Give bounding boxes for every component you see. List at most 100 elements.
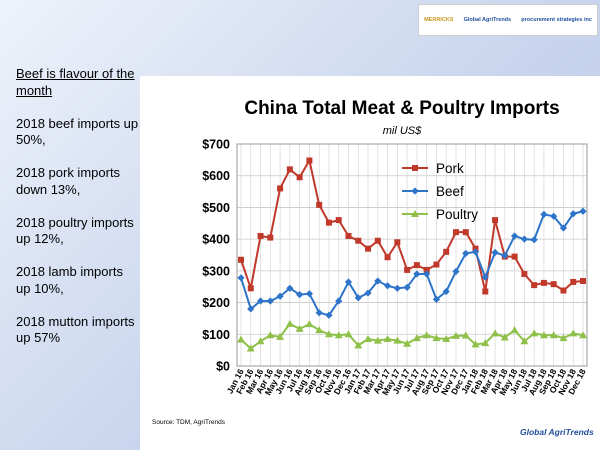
pork-data-point — [277, 185, 284, 192]
beef-data-point — [569, 210, 577, 218]
pork-data-point — [443, 248, 450, 255]
pork-data-point — [570, 278, 577, 285]
poultry-data-point — [315, 326, 324, 334]
logo-strip: MERRICKS Global AgriTrends procurement s… — [418, 4, 598, 36]
pork-data-point — [384, 254, 391, 261]
poultry-data-point — [500, 333, 509, 341]
pork-data-point — [423, 266, 430, 273]
merricks-logo: MERRICKS — [424, 17, 454, 23]
poultry-data-point — [549, 331, 558, 339]
pork-data-point — [316, 201, 323, 208]
procurement-strategies-logo: procurement strategies inc — [521, 17, 592, 23]
source-note: Source: TDM, AgriTrends — [152, 419, 225, 426]
poultry-legend-label: Poultry — [436, 207, 478, 222]
y-tick-label: $700 — [202, 138, 230, 152]
pork-data-point — [433, 261, 440, 268]
pork-data-point — [560, 287, 567, 294]
pork-data-point — [540, 279, 547, 286]
pork-data-point — [296, 174, 303, 181]
beef-data-point — [471, 248, 480, 256]
poultry-data-point — [520, 337, 529, 345]
pork-data-point — [492, 217, 499, 224]
poultry-data-point — [461, 331, 470, 339]
beef-data-point — [540, 210, 548, 219]
poultry-data-point — [432, 334, 441, 342]
poultry-data-point — [246, 344, 255, 352]
pork-data-point — [238, 256, 244, 263]
line-chart: China Total Meat & Poultry Imports mil US… — [202, 98, 588, 397]
pork-data-point — [452, 229, 459, 236]
pork-data-point — [404, 266, 411, 273]
chart-title: China Total Meat & Poultry Imports — [244, 98, 559, 119]
beef-data-point — [335, 297, 343, 305]
beef-data-point — [383, 282, 392, 290]
beef-data-point — [344, 278, 353, 286]
poultry-data-point — [539, 331, 548, 339]
poultry-data-point — [491, 329, 500, 337]
plot-area — [236, 143, 588, 367]
poultry-legend-marker — [411, 210, 419, 217]
poultry-data-point — [324, 330, 333, 338]
poultry-data-point — [403, 339, 412, 347]
y-tick-label: $600 — [202, 169, 230, 183]
poultry-data-point — [285, 319, 294, 327]
pork-data-point — [306, 157, 313, 164]
pork-data-point — [580, 278, 586, 285]
y-tick-label: $400 — [202, 233, 230, 247]
poultry-note: 2018 poultry imports up 12%, — [16, 214, 134, 247]
beef-data-point — [579, 207, 587, 215]
pork-data-point — [511, 253, 518, 260]
poultry-data-point — [383, 335, 392, 343]
beef-legend-label: Beef — [436, 184, 464, 199]
beef-data-point — [550, 212, 558, 220]
beef-series-line — [240, 210, 584, 317]
pork-data-point — [521, 271, 528, 278]
pork-data-point — [550, 281, 557, 288]
pork-data-point — [286, 166, 293, 173]
poultry-data-point — [305, 320, 314, 328]
poultry-data-point — [344, 330, 353, 338]
poultry-data-point — [481, 339, 490, 347]
poultry-data-point — [569, 329, 578, 337]
mutton-note: 2018 mutton imports up 57% — [16, 313, 135, 346]
beef-data-point — [413, 270, 421, 278]
beef-data-point — [256, 297, 265, 305]
pork-data-point — [482, 288, 489, 295]
poultry-data-point — [295, 324, 304, 332]
poultry-data-point — [334, 331, 343, 339]
beef-note: 2018 beef imports up 50%, — [16, 115, 139, 148]
pork-data-point — [267, 234, 274, 241]
poultry-data-point — [266, 331, 275, 339]
pork-data-point — [531, 282, 538, 289]
pork-data-point — [325, 219, 332, 226]
beef-data-point — [452, 267, 460, 276]
beef-data-point — [481, 273, 489, 281]
poultry-data-point — [579, 331, 587, 339]
beef-data-point — [511, 232, 519, 240]
poultry-data-point — [471, 340, 480, 348]
pork-data-point — [257, 232, 264, 239]
beef-data-point — [305, 290, 313, 298]
poultry-data-point — [393, 336, 402, 344]
beef-data-point — [423, 270, 431, 278]
beef-data-point — [315, 309, 323, 317]
pork-legend-marker — [412, 165, 418, 171]
poultry-data-point — [510, 326, 519, 334]
beef-data-point — [442, 287, 450, 296]
beef-data-point — [530, 236, 538, 244]
pork-data-point — [345, 232, 352, 239]
pork-data-point — [413, 262, 420, 269]
poultry-data-point — [451, 331, 460, 339]
y-tick-label: $300 — [202, 264, 230, 278]
pork-legend-label: Pork — [436, 161, 464, 176]
footer-logo: Global AgriTrends — [520, 427, 594, 437]
poultry-data-point — [256, 337, 265, 345]
pork-data-point — [394, 239, 401, 246]
poultry-data-point — [364, 335, 373, 343]
pork-note: 2018 pork imports down 13%, — [16, 165, 121, 197]
poultry-data-point — [237, 335, 245, 343]
pork-data-point — [365, 245, 372, 252]
pork-data-point — [335, 217, 342, 224]
poultry-data-point — [412, 334, 421, 342]
pork-data-point — [374, 237, 381, 244]
